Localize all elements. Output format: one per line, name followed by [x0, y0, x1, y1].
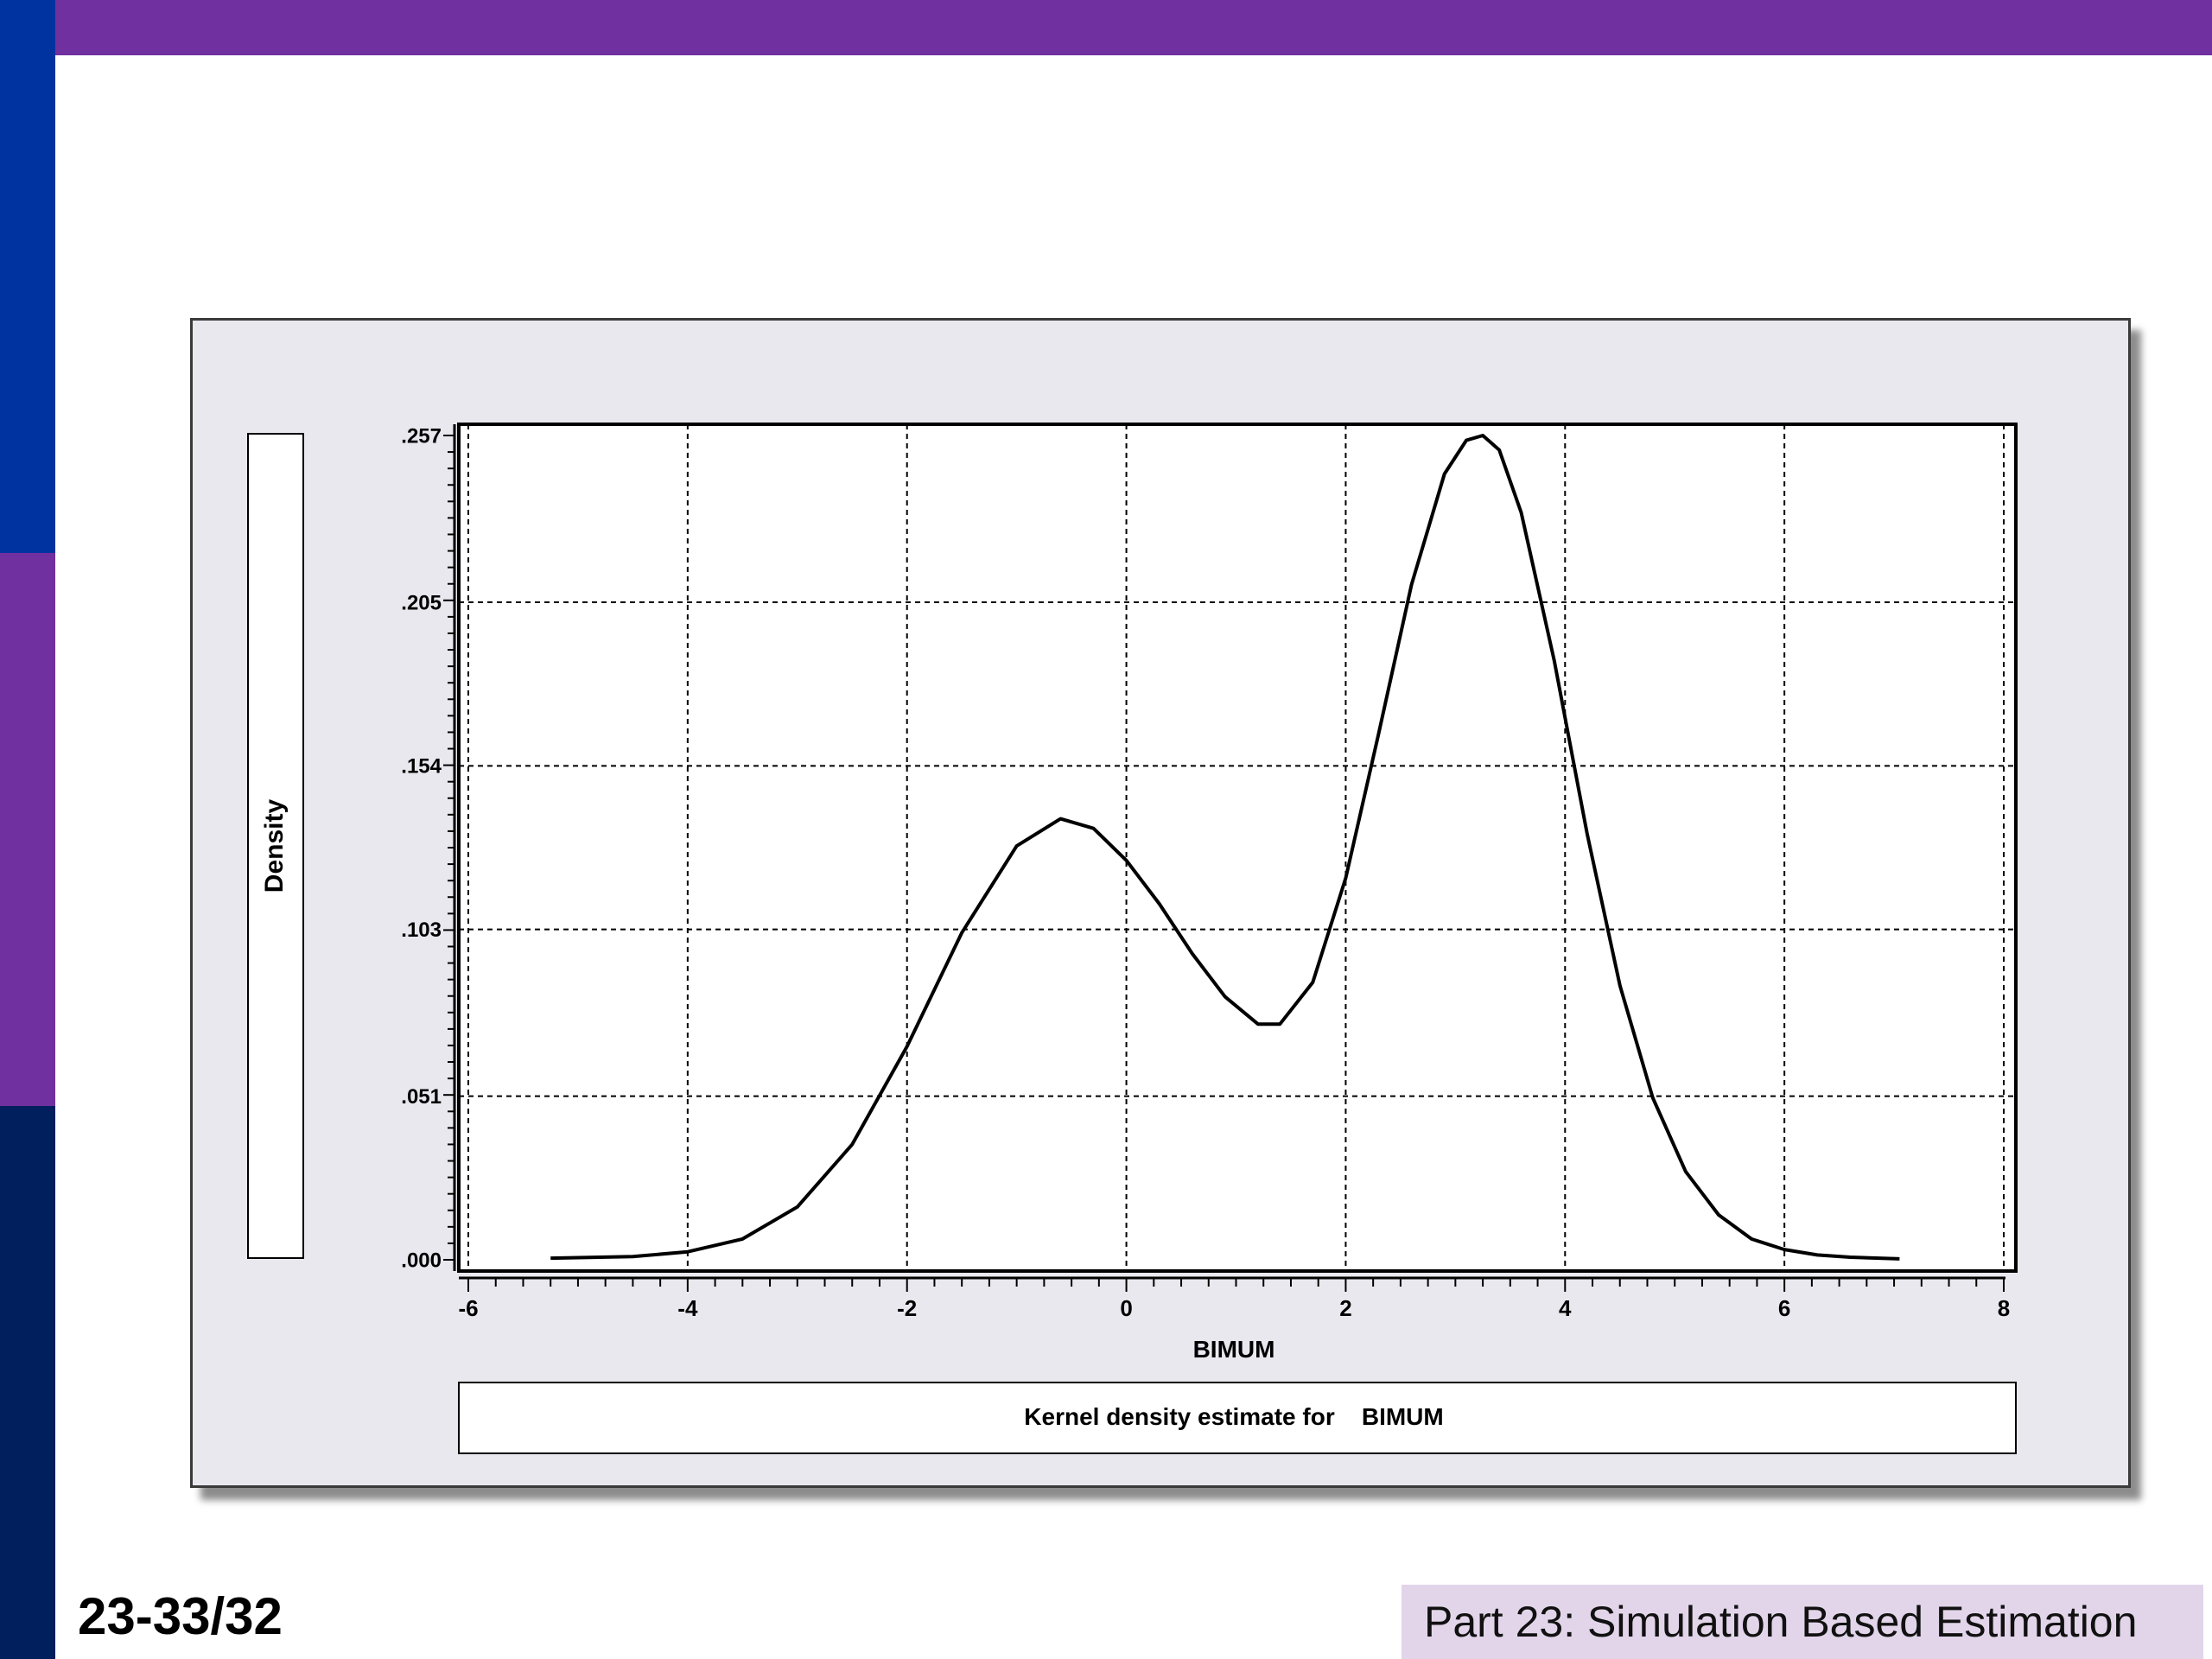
x-tick-label: 0 [1120, 1295, 1132, 1321]
plot-frame [457, 423, 2018, 1273]
x-tick-label: 6 [1778, 1295, 1790, 1321]
sidebar-segment-purple [0, 553, 55, 1106]
y-tick-label: .103 [401, 918, 442, 942]
density-curve [550, 434, 1900, 1261]
y-tick-label: .205 [401, 591, 442, 614]
x-tick-label: -6 [458, 1295, 478, 1321]
ylabel: Density [260, 799, 289, 893]
slide-number: 23-33/32 [78, 1587, 283, 1645]
sidebar-segment-blue [0, 0, 55, 553]
footer-box: Part 23: Simulation Based Estimation [1402, 1585, 2203, 1659]
top-accent-bar [0, 0, 2212, 55]
xlabel: BIMUM [1193, 1336, 1275, 1363]
plot-area [459, 424, 2016, 1271]
y-tick-label: .154 [401, 755, 442, 779]
x-tick-label: -4 [677, 1295, 698, 1321]
x-tick-label: 2 [1339, 1295, 1351, 1321]
y-tick-label: .000 [401, 1249, 442, 1272]
chart-panel: Density .000 .051 .103 .154 .205 .257 -6 -4 -2 0 2 4… [190, 318, 2131, 1488]
footer-text: Part 23: Simulation Based Estimation [1424, 1598, 2138, 1646]
sidebar-segment-navy [0, 1106, 55, 1659]
x-tick-label: 4 [1559, 1295, 1572, 1321]
x-tick-label: 8 [1998, 1295, 2010, 1321]
y-tick-label: .051 [401, 1085, 442, 1109]
chart-title: Kernel density estimate for BIMUM [1024, 1403, 1443, 1430]
x-tick-label: -2 [897, 1295, 917, 1321]
density-chart: Density .000 .051 .103 .154 .205 .257 -6 -4 -2 0 2 4… [247, 423, 2018, 1454]
ylabel-box [247, 433, 304, 1259]
title-box [458, 1382, 2017, 1454]
y-tick-label: .257 [401, 424, 442, 448]
